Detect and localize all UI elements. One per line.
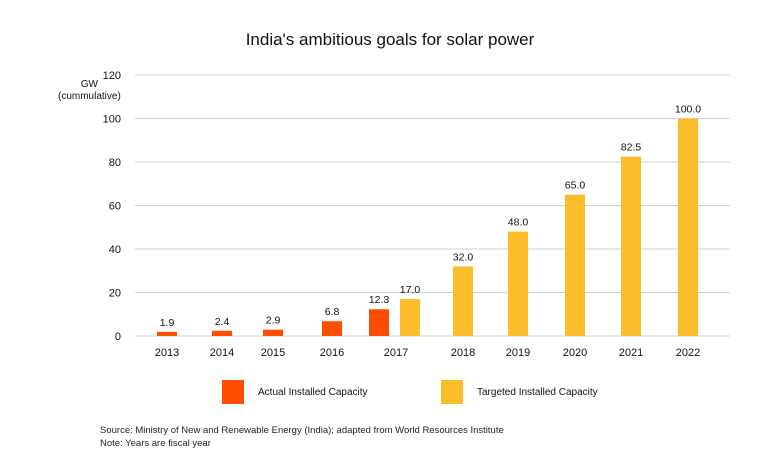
chart-title: India's ambitious goals for solar power (245, 30, 535, 49)
data-label: 2.4 (215, 316, 230, 328)
fiscal-year-note: Note: Years are fiscal year (100, 438, 211, 449)
y-tick-label: 120 (103, 70, 121, 82)
y-tick-label: 20 (109, 288, 121, 300)
bar-actual-2015 (263, 329, 283, 336)
x-tick-label: 2014 (210, 347, 234, 359)
y-tick-label: 0 (115, 331, 121, 343)
y-axis-label: GW (cummulative) (58, 79, 121, 103)
y-axis-label-unit: GW (80, 79, 98, 90)
bar-targeted-2022 (678, 118, 698, 336)
bar-targeted-2017 (400, 299, 420, 336)
data-label: 12.3 (369, 294, 390, 306)
y-tick-label: 60 (109, 201, 121, 213)
bar-targeted-2019 (508, 231, 528, 336)
data-label: 32.0 (453, 251, 474, 263)
data-label: 6.8 (325, 306, 340, 318)
bar-actual-2016 (322, 321, 342, 336)
legend-label-targeted: Targeted Installed Capacity (477, 386, 598, 398)
y-tick-label: 40 (109, 244, 121, 256)
data-label: 17.0 (400, 284, 421, 296)
legend-label-actual: Actual Installed Capacity (258, 386, 368, 398)
x-tick-label: 2021 (619, 347, 643, 359)
x-tick-label: 2022 (676, 347, 700, 359)
y-tick-label: 80 (109, 157, 121, 169)
x-tick-label: 2017 (384, 347, 408, 359)
bar-actual-2013 (157, 331, 177, 336)
x-tick-label: 2020 (563, 347, 587, 359)
legend-item-targeted: Targeted Installed Capacity (441, 380, 598, 404)
y-axis-label-sub: (cummulative) (58, 91, 121, 102)
x-tick-label: 2013 (155, 347, 179, 359)
legend-item-actual: Actual Installed Capacity (222, 380, 368, 404)
data-label: 1.9 (160, 317, 175, 329)
data-label: 2.9 (266, 315, 281, 327)
y-tick-label: 100 (103, 114, 121, 126)
source-note: Source: Ministry of New and Renewable En… (100, 425, 504, 436)
data-label: 100.0 (675, 104, 701, 116)
legend-swatch-actual (222, 380, 244, 404)
bar-targeted-2021 (621, 156, 641, 336)
bar-actual-2014 (212, 330, 232, 336)
data-label: 82.5 (621, 142, 642, 154)
x-tick-label: 2019 (506, 347, 530, 359)
data-label: 48.0 (508, 217, 529, 229)
bar-actual-2017 (369, 309, 389, 336)
bar-targeted-2020 (565, 194, 585, 336)
footnotes: Source: Ministry of New and Renewable En… (100, 424, 504, 450)
bar-targeted-2018 (453, 266, 473, 336)
data-label: 65.0 (565, 180, 586, 192)
x-tick-label: 2015 (261, 347, 285, 359)
legend-swatch-targeted (441, 380, 463, 404)
x-tick-label: 2016 (320, 347, 344, 359)
x-tick-label: 2018 (451, 347, 475, 359)
